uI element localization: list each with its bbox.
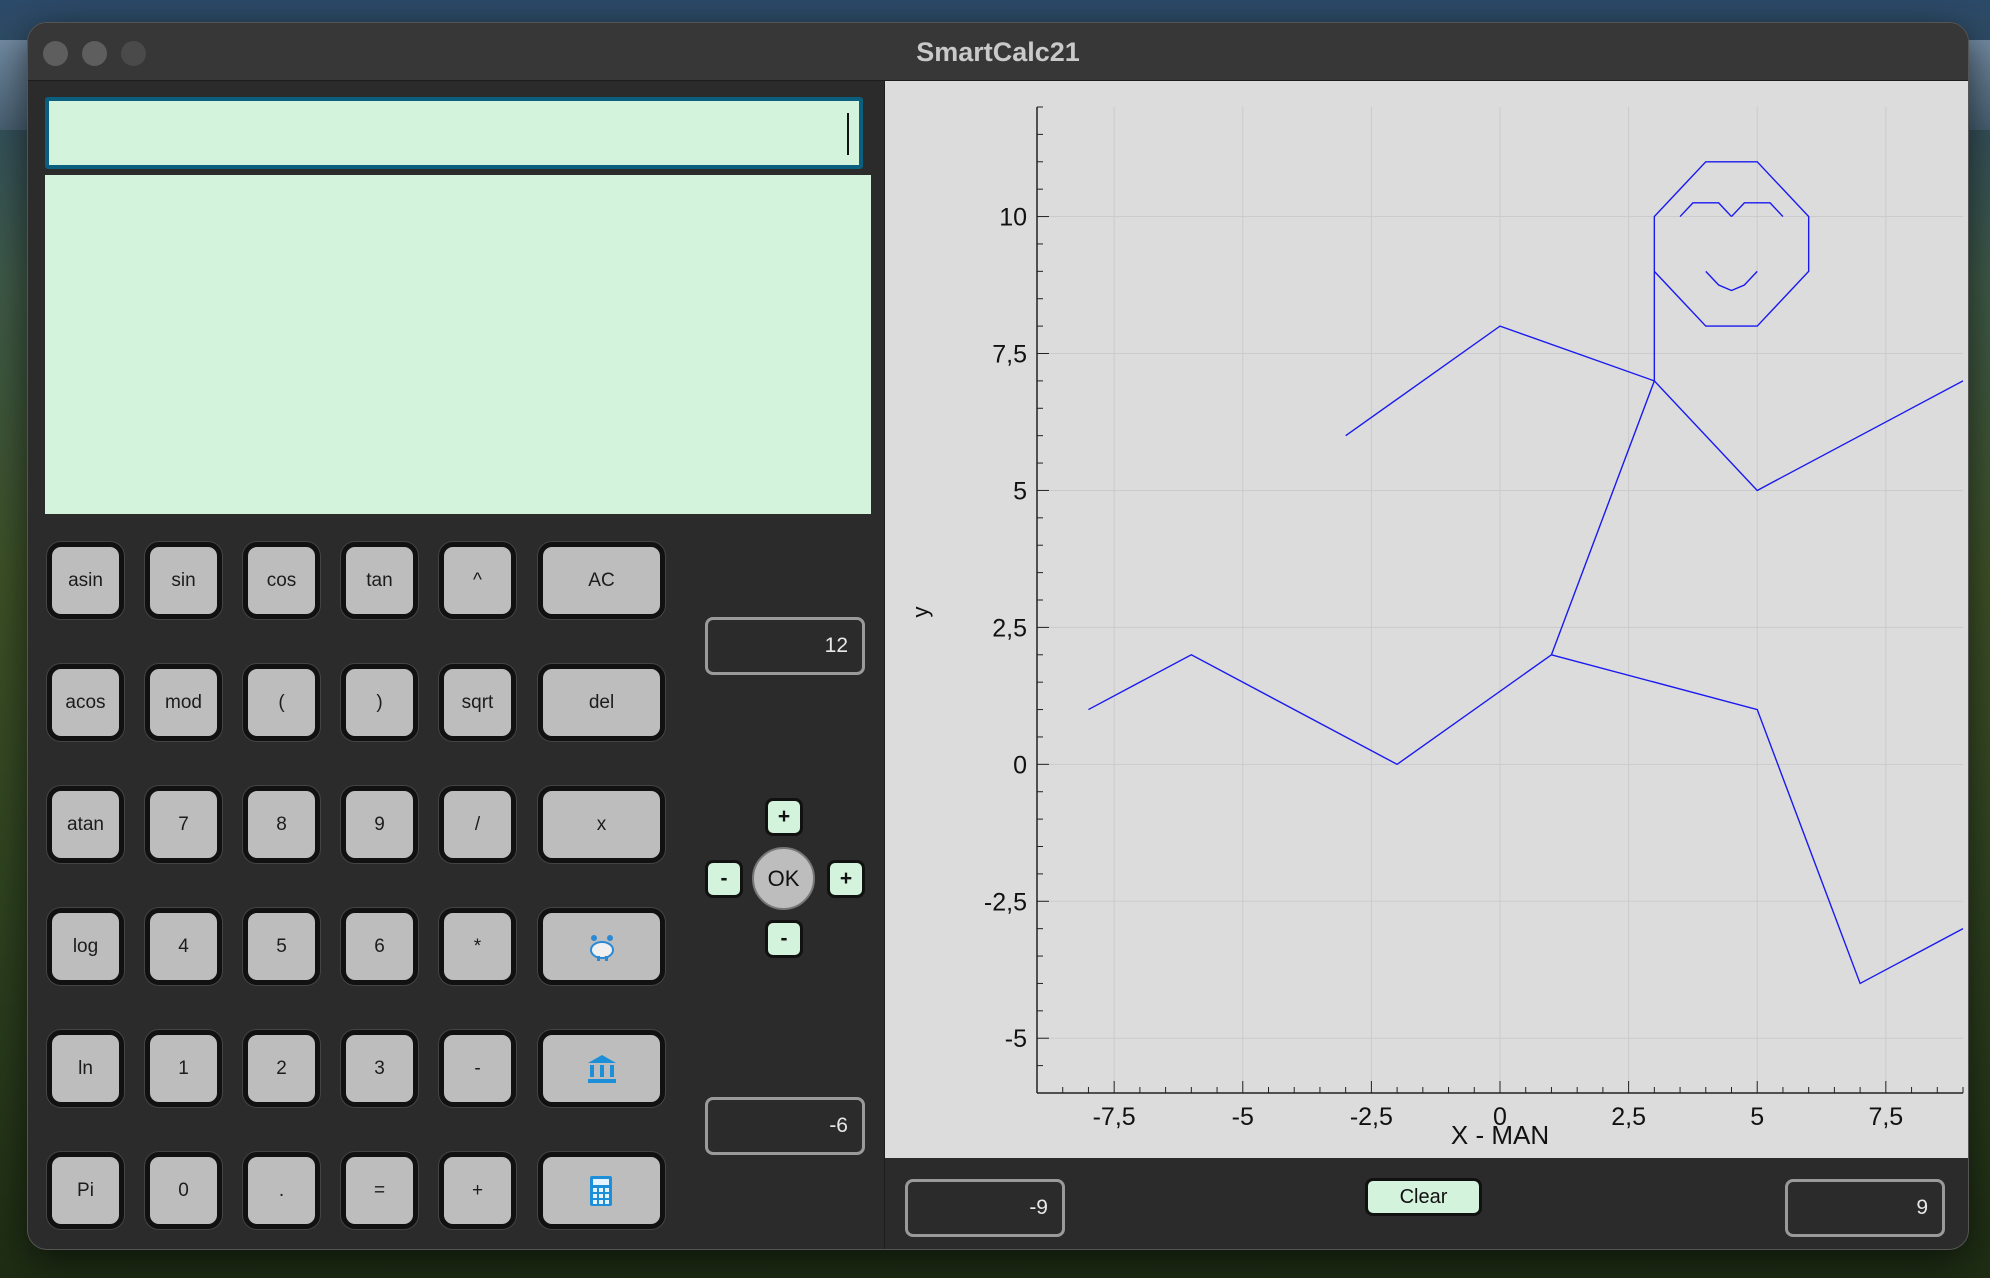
key-3[interactable]: 3	[341, 1030, 418, 1107]
x-max-spinbox[interactable]: 9	[1785, 1179, 1945, 1237]
chart-lines	[1088, 161, 1964, 985]
key-power[interactable]: ^	[439, 542, 516, 619]
key-ac[interactable]: AC	[538, 542, 665, 619]
key-4[interactable]: 4	[145, 908, 222, 985]
calculator-button[interactable]	[538, 1152, 665, 1229]
expression-input[interactable]	[45, 97, 863, 169]
x-tick-label: 5	[1750, 1103, 1764, 1131]
key-5[interactable]: 5	[243, 908, 320, 985]
key-atan[interactable]: atan	[47, 786, 124, 863]
result-display	[45, 175, 871, 514]
y-tick-label: 7,5	[992, 341, 1027, 369]
x-tick-label: 7,5	[1868, 1103, 1903, 1131]
text-caret	[847, 113, 849, 155]
key-pi[interactable]: Pi	[47, 1152, 124, 1229]
app-window: SmartCalc21 asin sin cos tan ^ AC acos mod () sqr…	[27, 22, 1969, 1250]
key-0[interactable]: 0	[145, 1152, 222, 1229]
x-tick-label: -5	[1232, 1103, 1254, 1131]
y-tick-label: 10	[999, 204, 1027, 232]
key-cos[interactable]: cos	[243, 542, 320, 619]
y-axis-label: y	[908, 607, 933, 618]
x-min-spinbox[interactable]: -9	[905, 1179, 1065, 1237]
key-6[interactable]: 6	[341, 908, 418, 985]
series-line-3	[1653, 161, 1810, 381]
piggy-bank-icon	[585, 930, 619, 964]
series-line-2	[1653, 380, 1964, 492]
y-tick-label: -2,5	[984, 888, 1027, 916]
piggy-bank-button[interactable]	[538, 908, 665, 985]
window-title: SmartCalc21	[916, 37, 1080, 67]
nav-right-button[interactable]: +	[827, 860, 865, 898]
y-max-spinbox[interactable]: 12	[705, 617, 865, 675]
x-tick-label: -2,5	[1350, 1103, 1393, 1131]
panel-divider	[884, 81, 885, 1249]
key-divide[interactable]: /	[439, 786, 516, 863]
key-equals[interactable]: =	[341, 1152, 418, 1229]
close-window-button[interactable]	[43, 41, 68, 66]
bank-icon	[585, 1052, 619, 1086]
key-del[interactable]: del	[538, 664, 665, 741]
key-decimal-point[interactable]: .	[243, 1152, 320, 1229]
key-mod[interactable]: mod	[145, 664, 222, 741]
series-line-6	[1705, 270, 1758, 292]
y-tick-label: -5	[1005, 1025, 1027, 1053]
key-sin[interactable]: sin	[145, 542, 222, 619]
key-8[interactable]: 8	[243, 786, 320, 863]
chart-grid	[1037, 107, 1963, 1093]
zoom-window-button[interactable]	[121, 41, 146, 66]
x-tick-label: 0	[1493, 1103, 1507, 1131]
minimize-window-button[interactable]	[82, 41, 107, 66]
key-sqrt[interactable]: sqrt	[439, 664, 516, 741]
key-open-paren[interactable]: (	[243, 664, 320, 741]
x-tick-label: 2,5	[1611, 1103, 1646, 1131]
key-close-paren[interactable]: )	[341, 664, 418, 741]
key-ln[interactable]: ln	[47, 1030, 124, 1107]
series-line-5	[1730, 202, 1784, 218]
y-tick-label: 0	[1013, 751, 1027, 779]
clear-button[interactable]: Clear	[1365, 1178, 1482, 1216]
title-bar: SmartCalc21	[28, 23, 1968, 81]
nav-down-button[interactable]: -	[765, 920, 803, 958]
key-asin[interactable]: asin	[47, 542, 124, 619]
key-tan[interactable]: tan	[341, 542, 418, 619]
key-log[interactable]: log	[47, 908, 124, 985]
y-min-spinbox[interactable]: -6	[705, 1097, 865, 1155]
key-plus[interactable]: +	[439, 1152, 516, 1229]
x-axis-label: X - MAN	[1451, 1120, 1549, 1150]
y-tick-label: 2,5	[992, 614, 1027, 642]
series-line-1	[1551, 654, 1964, 985]
nav-left-button[interactable]: -	[705, 860, 743, 898]
y-tick-label: 5	[1013, 477, 1027, 505]
key-acos[interactable]: acos	[47, 664, 124, 741]
x-tick-label: -7,5	[1093, 1103, 1136, 1131]
key-1[interactable]: 1	[145, 1030, 222, 1107]
nav-up-button[interactable]: +	[765, 798, 803, 836]
key-multiply[interactable]: *	[439, 908, 516, 985]
key-7[interactable]: 7	[145, 786, 222, 863]
calculator-icon	[587, 1174, 617, 1208]
series-line-4	[1679, 202, 1733, 218]
graph-chart: -7,5 -5 -2,5 0 2,5 5 7,5 -5 -2,5 0 2,5 5 7,5 10 X - M…	[908, 106, 1964, 1150]
graph-panel[interactable]: -7,5 -5 -2,5 0 2,5 5 7,5 -5 -2,5 0 2,5 5 7,5 10 X - M…	[885, 81, 1968, 1158]
bank-button[interactable]	[538, 1030, 665, 1107]
key-x[interactable]: x	[538, 786, 665, 863]
key-minus[interactable]: -	[439, 1030, 516, 1107]
key-2[interactable]: 2	[243, 1030, 320, 1107]
ok-button[interactable]: OK	[752, 847, 815, 910]
key-9[interactable]: 9	[341, 786, 418, 863]
chart-axes: -7,5 -5 -2,5 0 2,5 5 7,5 -5 -2,5 0 2,5 5 7,5 10	[984, 106, 1964, 1131]
